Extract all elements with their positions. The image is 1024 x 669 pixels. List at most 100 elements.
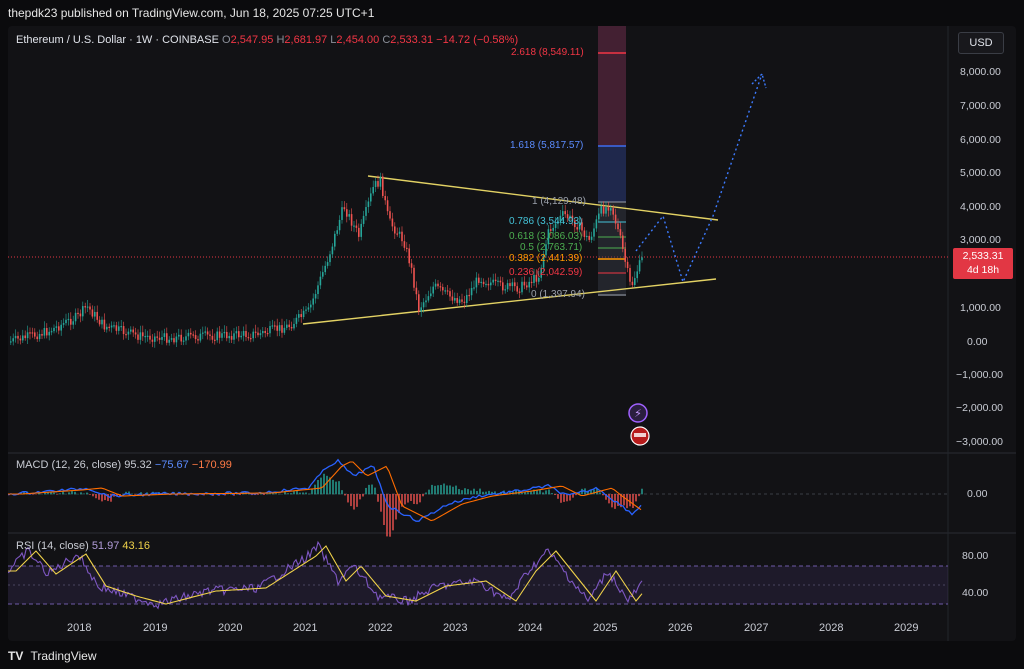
macd-histogram-bar bbox=[599, 492, 601, 495]
candle bbox=[149, 335, 151, 340]
candle bbox=[451, 296, 454, 301]
candle bbox=[384, 195, 386, 201]
candle bbox=[31, 332, 34, 334]
candle bbox=[394, 226, 396, 234]
candle bbox=[554, 223, 557, 228]
candle bbox=[497, 280, 499, 282]
candle bbox=[346, 209, 348, 217]
time-tick: 2018 bbox=[67, 622, 92, 634]
macd-histogram-bar bbox=[353, 494, 355, 510]
candle bbox=[456, 298, 458, 303]
time-axis[interactable]: 2018 2019 2020 2021 2022 2023 2024 2025 … bbox=[8, 620, 948, 640]
candle bbox=[230, 336, 233, 340]
fib-label-1618: 1.618 (5,817.57) bbox=[510, 140, 584, 151]
macd-histogram-bar bbox=[596, 488, 598, 495]
rsi-title: RSI (14, close) bbox=[16, 540, 89, 552]
macd-histogram-bar bbox=[467, 489, 469, 495]
macd-histogram-bar bbox=[605, 494, 607, 500]
time-tick: 2026 bbox=[668, 622, 693, 634]
candle bbox=[370, 193, 372, 202]
macd-legend[interactable]: MACD (12, 26, close) 95.32 −75.67 −170.9… bbox=[16, 459, 232, 471]
candle bbox=[283, 327, 286, 333]
candle bbox=[458, 299, 461, 303]
macd-histogram-bar bbox=[365, 487, 367, 495]
macd-histogram-bar bbox=[590, 489, 592, 495]
candle bbox=[185, 336, 187, 341]
candle bbox=[619, 229, 622, 236]
macd-histogram-bar bbox=[446, 485, 448, 495]
candle bbox=[516, 286, 518, 292]
macd-histogram-bar bbox=[407, 494, 409, 503]
candle bbox=[175, 336, 178, 343]
chart-panel[interactable]: ⚡ Ethereum / U.S. Dollar · 1W · COINBASE… bbox=[8, 26, 1016, 641]
candle bbox=[521, 281, 523, 293]
time-tick: 2027 bbox=[744, 622, 769, 634]
candle bbox=[134, 332, 137, 335]
macd-histogram-bar bbox=[80, 492, 82, 495]
candle bbox=[65, 319, 67, 324]
candle bbox=[466, 294, 468, 303]
candle bbox=[386, 200, 389, 212]
candle bbox=[274, 325, 276, 327]
macd-histogram-bar bbox=[620, 494, 622, 508]
macd-histogram-bar bbox=[341, 490, 343, 495]
candle bbox=[178, 334, 180, 337]
symbol-name[interactable]: Ethereum / U.S. Dollar · 1W · COINBASE bbox=[16, 34, 219, 46]
candle bbox=[221, 333, 223, 338]
macd-histogram-bar bbox=[323, 473, 325, 495]
price-axis[interactable]: 8,000.00 7,000.00 6,000.00 5,000.00 4,00… bbox=[952, 26, 1012, 453]
price-tick: 7,000.00 bbox=[960, 100, 1001, 112]
macd-histogram-bar bbox=[140, 492, 142, 495]
macd-histogram-bar bbox=[473, 488, 475, 495]
candle bbox=[50, 331, 53, 333]
candle bbox=[170, 338, 173, 340]
macd-histogram-bar bbox=[434, 485, 436, 495]
candle bbox=[427, 296, 430, 301]
candle bbox=[197, 339, 199, 341]
macd-histogram-bar bbox=[602, 494, 604, 496]
currency-button[interactable]: USD bbox=[958, 32, 1004, 54]
candle bbox=[334, 233, 336, 247]
candle bbox=[89, 306, 91, 310]
main-legend: Ethereum / U.S. Dollar · 1W · COINBASE O… bbox=[16, 34, 518, 46]
candle bbox=[29, 332, 31, 334]
macd-histogram-bar bbox=[422, 494, 424, 497]
candle bbox=[194, 335, 197, 340]
candle bbox=[598, 213, 600, 220]
candle bbox=[250, 338, 252, 340]
macd-histogram-bar bbox=[548, 489, 550, 495]
rsi-legend[interactable]: RSI (14, close) 51.97 43.16 bbox=[16, 540, 150, 552]
candle bbox=[540, 267, 542, 278]
candle bbox=[499, 280, 502, 283]
fib-label-0: 0 (1,397.94) bbox=[531, 289, 585, 300]
footer-brand: TradingView bbox=[30, 649, 97, 663]
fib-label-0786: 0.786 (3,544.93) bbox=[509, 216, 583, 227]
candle bbox=[156, 336, 158, 338]
macd-histogram-bar bbox=[575, 494, 577, 496]
candle bbox=[420, 307, 422, 312]
candle bbox=[470, 288, 473, 296]
projection-arrow bbox=[751, 72, 767, 89]
us-flag-stripe bbox=[634, 433, 646, 437]
candle bbox=[600, 205, 602, 214]
macd-histogram-bar bbox=[125, 491, 127, 495]
candle bbox=[514, 282, 516, 287]
candle bbox=[233, 333, 235, 340]
candle bbox=[413, 267, 415, 288]
candle bbox=[43, 328, 46, 336]
macd-histogram-bar bbox=[257, 494, 259, 495]
candle bbox=[98, 319, 101, 325]
chart-canvas[interactable]: ⚡ bbox=[8, 26, 1016, 641]
candle bbox=[406, 247, 408, 250]
macd-histogram-bar bbox=[62, 491, 64, 495]
candle bbox=[533, 274, 535, 283]
last-price-tag: 2,533.31 4d 18h bbox=[953, 248, 1013, 279]
macd-histogram-bar bbox=[410, 494, 412, 501]
macd-histogram-bar bbox=[293, 491, 295, 495]
candle bbox=[103, 319, 106, 330]
candle bbox=[317, 285, 319, 295]
candle bbox=[55, 326, 58, 328]
candle bbox=[298, 314, 300, 318]
candle bbox=[523, 281, 526, 286]
candle bbox=[187, 332, 190, 337]
